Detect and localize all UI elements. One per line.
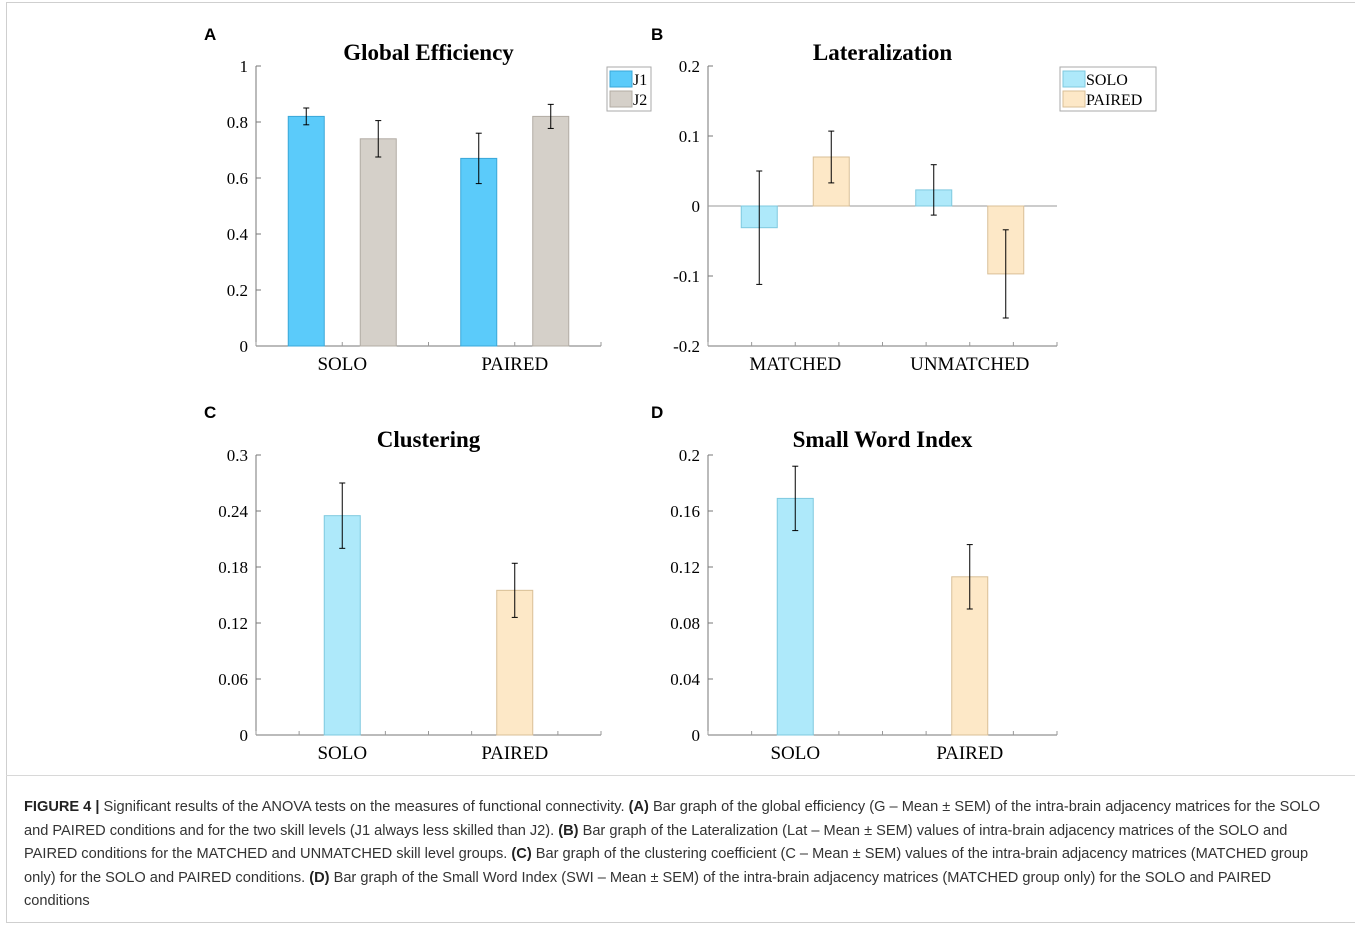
chart-title: Global Efficiency (343, 40, 514, 65)
caption-body: Significant results of the ANOVA tests o… (24, 799, 1320, 909)
chart-panel-d: D Small Word Index 0 0.04 0.08 0.12 0.16 0.2 SOL… (651, 403, 1058, 764)
caption-text: Bar graph of the Lateralization (Lat – M… (24, 822, 1288, 863)
legend-label: J2 (633, 92, 647, 109)
x-tick-label: MATCHED (749, 354, 841, 375)
y-tick-label: 0.12 (218, 614, 248, 633)
y-tick-label: 0 (240, 726, 249, 745)
bar-j1 (460, 157, 498, 347)
caption-text: Bar graph of the global efficiency (G – … (24, 799, 1321, 839)
chart-legend: SOLO PAIRED (1059, 66, 1157, 112)
caption-text: Significant results of the ANOVA tests o… (103, 799, 629, 815)
y-tick-label: 0.12 (670, 558, 700, 577)
chart-title: Small Word Index (793, 427, 973, 452)
caption-panel-ref: (A) (628, 799, 649, 815)
y-tick-label: 0.4 (227, 225, 249, 244)
x-tick-label: SOLO (317, 743, 367, 764)
y-tick-label: 0.2 (679, 446, 700, 465)
y-tick-label: 0.2 (679, 57, 700, 76)
x-tick-label: PAIRED (481, 743, 548, 764)
legend-swatch (609, 70, 633, 88)
y-tick-label: 0.24 (218, 502, 248, 521)
x-tick-label: SOLO (770, 743, 820, 764)
y-tick-label: 1 (240, 57, 249, 76)
y-tick-label: 0.3 (227, 446, 248, 465)
panel-letter: A (204, 25, 216, 44)
caption-panel-ref: (B) (558, 822, 579, 839)
bar-j2 (532, 115, 570, 347)
y-tick-label: 0 (692, 726, 701, 745)
y-tick-label: -0.2 (673, 337, 700, 356)
x-tick-label: PAIRED (481, 354, 548, 375)
panel-letter: B (651, 25, 663, 44)
caption-label: FIGURE 4 | (24, 799, 100, 815)
y-tick-label: 0.18 (218, 558, 248, 577)
legend-swatch (1062, 90, 1086, 108)
bar-paired (496, 589, 534, 736)
bar-j2 (359, 138, 397, 347)
y-tick-label: 0.2 (227, 281, 248, 300)
figure-frame (6, 2, 1355, 923)
y-tick-label: 0 (240, 337, 249, 356)
y-tick-label: 0.08 (670, 614, 700, 633)
bar-solo (776, 497, 814, 736)
x-tick-label: PAIRED (936, 743, 1003, 764)
x-tick-label: SOLO (317, 354, 367, 375)
y-tick-label: -0.1 (673, 267, 700, 286)
legend-label: SOLO (1086, 72, 1128, 89)
caption-panel-ref: (D) (309, 869, 330, 886)
legend-label: PAIRED (1086, 92, 1142, 109)
caption-text: Bar graph of the clustering coefficient … (24, 846, 1309, 886)
caption-text: Bar graph of the Small Word Index (SWI –… (24, 869, 1272, 910)
y-tick-label: 0 (692, 197, 701, 216)
legend-swatch (609, 90, 633, 108)
y-tick-label: 0.06 (218, 670, 248, 689)
legend-label: J1 (633, 72, 647, 89)
caption-divider (6, 775, 1355, 776)
chart-title: Clustering (377, 427, 481, 452)
y-tick-label: 0.04 (670, 670, 700, 689)
figure-4: A Global Efficiency 0 0.2 0.4 0.6 0.8 1 SOLO PAIR… (204, 25, 1157, 764)
x-tick-label: UNMATCHED (910, 354, 1029, 375)
legend-swatch (1062, 70, 1086, 88)
chart-panel-b: B Lateralization -0.2 -0.1 0 0.1 0.2 MATCHED UNM… (651, 25, 1157, 375)
figure-caption: FIGURE 4 | Significant results of the AN… (24, 796, 1334, 914)
chart-panel-c: C Clustering 0 0.06 0.12 0.18 0.24 0.3 SOLO PAIRE… (204, 403, 602, 764)
panel-letter: C (204, 403, 216, 422)
chart-panel-a: A Global Efficiency 0 0.2 0.4 0.6 0.8 1 SOLO PAIR… (204, 25, 652, 375)
y-tick-label: 0.1 (679, 127, 700, 146)
y-tick-label: 0.16 (670, 502, 700, 521)
panel-letter: D (651, 403, 663, 422)
bar-j1 (287, 115, 325, 347)
chart-title: Lateralization (813, 40, 952, 65)
y-tick-label: 0.8 (227, 113, 248, 132)
y-tick-label: 0.6 (227, 169, 248, 188)
caption-panel-ref: (C) (511, 846, 532, 862)
